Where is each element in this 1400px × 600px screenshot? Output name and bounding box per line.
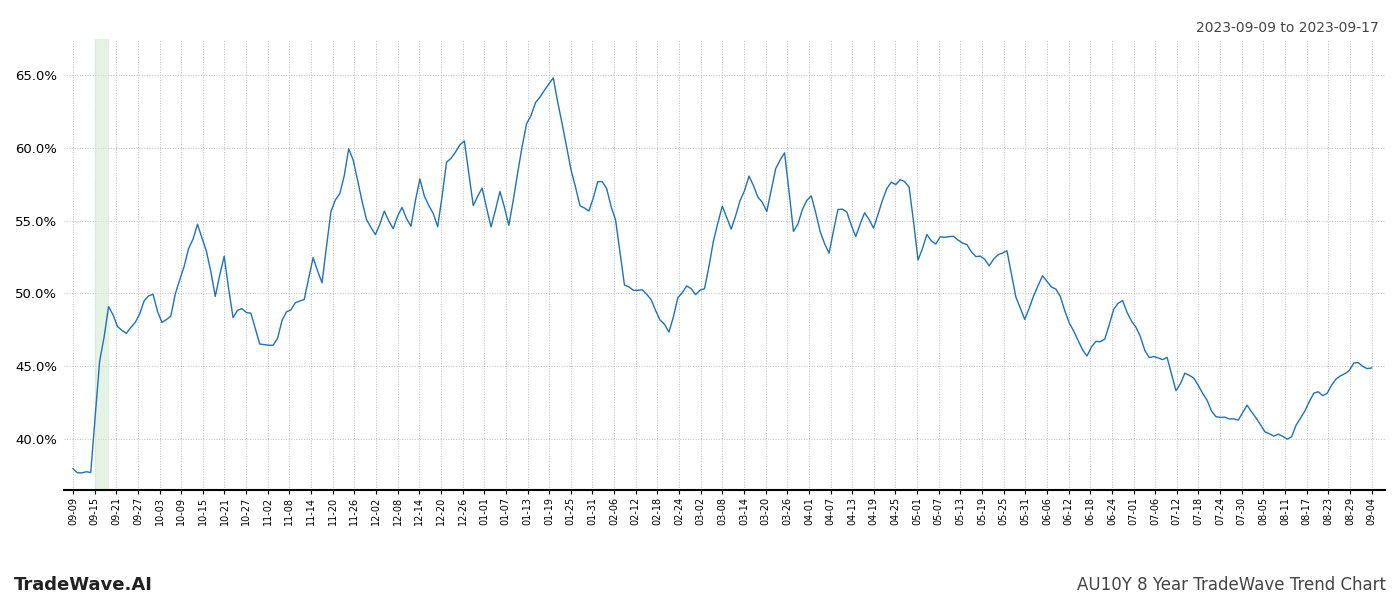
Bar [95, 39, 108, 490]
Text: AU10Y 8 Year TradeWave Trend Chart: AU10Y 8 Year TradeWave Trend Chart [1077, 576, 1386, 594]
Text: TradeWave.AI: TradeWave.AI [14, 576, 153, 594]
Text: 2023-09-09 to 2023-09-17: 2023-09-09 to 2023-09-17 [1196, 21, 1379, 35]
